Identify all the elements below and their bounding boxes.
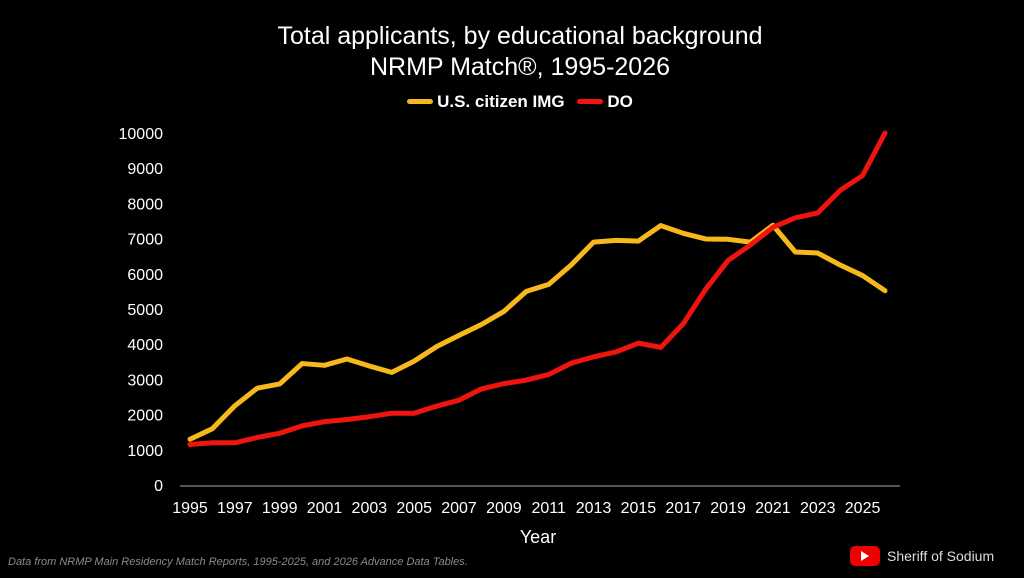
brand-name: Sheriff of Sodium: [887, 548, 995, 564]
x-tick-label: 2003: [352, 500, 388, 517]
footnote: Data from NRMP Main Residency Match Repo…: [8, 556, 468, 568]
x-tick-label: 2015: [621, 500, 657, 517]
legend-item-do: DO: [577, 92, 633, 112]
legend-label: DO: [607, 91, 633, 111]
legend-item-img: U.S. citizen IMG: [407, 92, 565, 112]
y-tick-label: 4000: [127, 337, 163, 354]
y-tick-label: 10000: [119, 126, 164, 143]
chart-title: Total applicants, by educational backgro…: [277, 22, 763, 50]
legend-swatch: [577, 99, 604, 104]
x-tick-label: 2011: [532, 500, 567, 517]
series-line-img: [187, 222, 888, 442]
x-tick-label: 2021: [755, 500, 791, 517]
y-tick-label: 2000: [127, 408, 163, 425]
y-tick-label: 6000: [127, 267, 163, 284]
y-tick-label: 9000: [127, 161, 163, 178]
x-tick-label: 2009: [486, 500, 522, 517]
youtube-icon: [850, 546, 880, 566]
channel-brand: Sheriff of Sodium: [850, 546, 994, 566]
x-tick-label: 2005: [396, 500, 432, 517]
chart-subtitle: NRMP Match®, 1995-2026: [369, 53, 671, 81]
x-tick-label: 2019: [710, 500, 746, 517]
legend-label: U.S. citizen IMG: [437, 91, 565, 111]
y-tick-label: 8000: [127, 196, 163, 213]
x-axis-title: Year: [520, 527, 556, 547]
x-tick-label: 1995: [172, 500, 208, 517]
series-line-do: [187, 130, 888, 448]
y-tick-label: 3000: [127, 372, 163, 389]
y-tick-label: 0: [154, 478, 163, 495]
x-tick-label: 1997: [217, 500, 253, 517]
x-tick-label: 2007: [441, 500, 477, 517]
y-tick-label: 7000: [127, 232, 163, 249]
x-tick-label: 2013: [576, 500, 612, 517]
x-tick-label: 2023: [800, 500, 836, 517]
x-tick-label: 2025: [845, 500, 881, 517]
x-tick-label: 2001: [307, 500, 343, 517]
x-tick-label: 1999: [262, 500, 298, 517]
x-tick-label: 2017: [665, 500, 701, 517]
legend-swatch: [407, 99, 434, 104]
legend: U.S. citizen IMG DO: [0, 89, 1024, 112]
y-tick-label: 1000: [127, 443, 163, 460]
y-tick-label: 5000: [127, 302, 163, 319]
